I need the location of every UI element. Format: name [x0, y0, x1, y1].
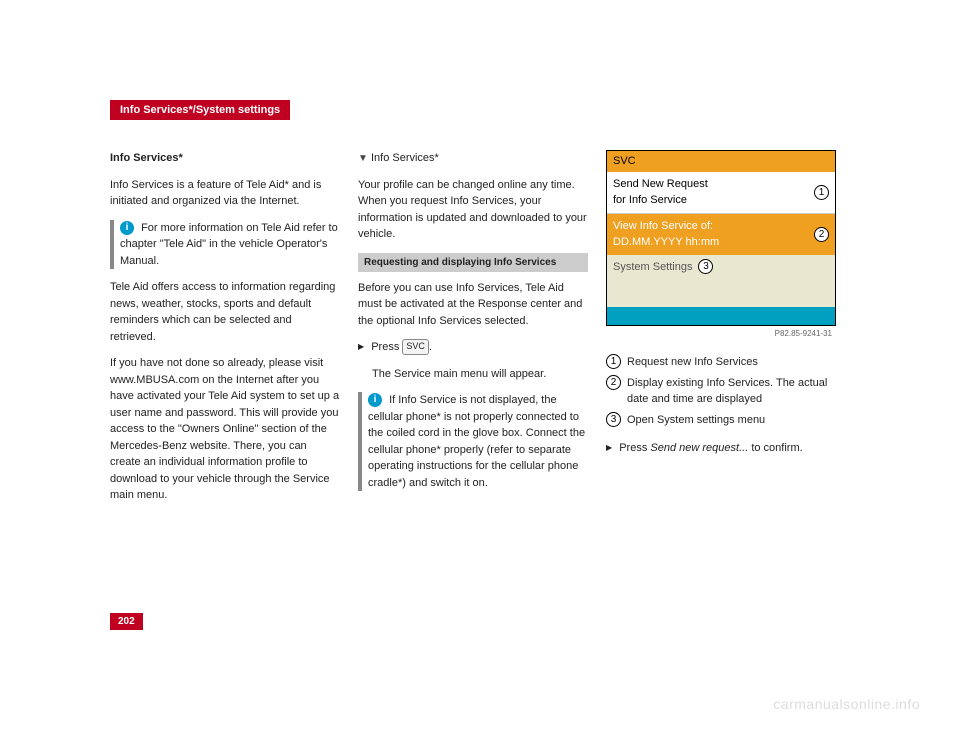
svc-row-system-settings: System Settings 3 — [607, 255, 835, 280]
col2-para2: Before you can use Info Services, Tele A… — [358, 280, 588, 330]
triangle-down-icon: ▼ — [358, 153, 368, 164]
svc-blank — [607, 279, 835, 307]
svc-row-text: View Info Service of: DD.MM.YYYY hh:mm — [613, 218, 719, 251]
legend-row: 1 Request new Info Services — [606, 354, 836, 371]
svc-row-text: System Settings — [613, 259, 692, 276]
note-box: i For more information on Tele Aid refer… — [110, 220, 340, 270]
callout-1-icon: 1 — [606, 354, 621, 369]
legend-text: Display existing Info Services. The actu… — [627, 375, 836, 408]
info-icon: i — [368, 393, 382, 407]
legend-row: 2 Display existing Info Services. The ac… — [606, 375, 836, 408]
figure-legend: 1 Request new Info Services 2 Display ex… — [606, 354, 836, 428]
note-content: i If Info Service is not displayed, the … — [362, 392, 588, 491]
svc-row-text: Send New Request for Info Service — [613, 176, 708, 209]
svc-screen-title: SVC — [607, 151, 835, 172]
callout-2-icon: 2 — [814, 227, 829, 242]
instruction-step: Press Send new request... to confirm. — [606, 440, 836, 457]
note-text: For more information on Tele Aid refer t… — [120, 222, 338, 267]
heading-info-services: Info Services* — [110, 150, 340, 167]
page-number: 202 — [110, 613, 143, 630]
content-columns: Info Services* Info Services is a featur… — [110, 150, 850, 514]
callout-3-icon: 3 — [606, 412, 621, 427]
svc-row-view-info: View Info Service of: DD.MM.YYYY hh:mm 2 — [607, 214, 835, 255]
instruction-step: Press SVC. — [358, 339, 588, 356]
svc-row2b: DD.MM.YYYY hh:mm — [613, 236, 719, 248]
col1-para1: Info Services is a feature of Tele Aid* … — [110, 177, 340, 210]
marker-label: Info Services* — [371, 152, 439, 164]
note-content: i For more information on Tele Aid refer… — [114, 220, 340, 270]
svc-bottom-bar — [607, 307, 835, 325]
watermark: carmanualsonline.info — [773, 696, 920, 712]
legend-text: Open System settings menu — [627, 412, 765, 429]
callout-1-icon: 1 — [814, 185, 829, 200]
step-menu-item: Send new request... — [650, 442, 748, 454]
col1-para2: Tele Aid offers access to information re… — [110, 279, 340, 345]
step-prefix: Press — [619, 442, 647, 454]
info-icon: i — [120, 221, 134, 235]
manual-page: Info Services*/System settings Info Serv… — [110, 100, 850, 630]
subsection-heading: Requesting and displaying Info Services — [358, 253, 588, 272]
note-box-2: i If Info Service is not displayed, the … — [358, 392, 588, 491]
step-result: The Service main menu will appear. — [372, 366, 588, 383]
legend-text: Request new Info Services — [627, 354, 758, 371]
step-suffix: . — [429, 341, 432, 353]
column-1: Info Services* Info Services is a featur… — [110, 150, 340, 514]
svc-row2a: View Info Service of: — [613, 220, 713, 232]
callout-3-icon: 3 — [698, 259, 713, 274]
note-text: If Info Service is not displayed, the ce… — [368, 394, 585, 489]
column-marker: ▼ Info Services* — [358, 150, 588, 167]
svc-key: SVC — [402, 339, 429, 355]
callout-2-icon: 2 — [606, 375, 621, 390]
col1-para3: If you have not done so already, please … — [110, 355, 340, 504]
figure-caption: P82.85-9241-31 — [606, 326, 836, 342]
section-header: Info Services*/System settings — [110, 100, 290, 120]
col2-para1: Your profile can be changed online any t… — [358, 177, 588, 243]
step-suffix: to confirm. — [751, 442, 802, 454]
column-2: ▼ Info Services* Your profile can be cha… — [358, 150, 588, 514]
column-3: SVC Send New Request for Info Service 1 … — [606, 150, 836, 514]
svc-screen-figure: SVC Send New Request for Info Service 1 … — [606, 150, 836, 326]
step-prefix: Press — [371, 341, 399, 353]
svc-row-send-request: Send New Request for Info Service 1 — [607, 172, 835, 214]
legend-row: 3 Open System settings menu — [606, 412, 836, 429]
